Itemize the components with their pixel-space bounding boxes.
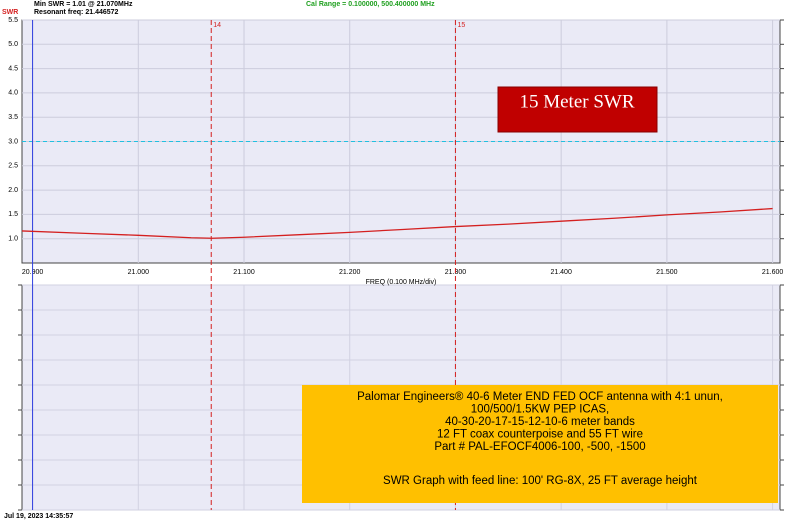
y-tick-label: 3.0 [8,138,18,145]
x-tick-label: 21.000 [128,269,150,276]
x-tick-label: 21.600 [762,269,784,276]
header-cal: Cal Range = 0.100000, 500.400000 MHz [306,1,435,8]
swr-line [21,207,773,239]
marker-label: 14 [213,22,221,29]
y-tick-label: 4.5 [8,65,18,72]
title-box [497,86,658,133]
y-tick-label: 4.0 [8,90,18,97]
info-line: Part # PAL-EFOCF4006-100, -500, -1500 [434,441,645,453]
y-tick-label: 1.5 [8,211,18,218]
header-resonant: Resonant freq: 21.446572 [34,9,119,16]
y-tick-label: 2.0 [8,187,18,194]
info-line: Palomar Engineers® 40-6 Meter END FED OC… [357,391,723,403]
x-tick-label: 21.500 [656,269,678,276]
chart-title: 15 Meter SWR [519,91,634,112]
timestamp: Jul 19, 2023 14:35:57 [4,513,73,520]
x-tick-label: 21.200 [339,269,361,276]
info-line: 100/500/1.5KW PEP ICAS, [471,404,610,416]
x-axis-label: FREQ (0.100 MHz/div) [366,279,437,286]
y-tick-label: 2.5 [8,163,18,170]
y-tick-label: 3.5 [8,114,18,121]
info-box [302,385,778,503]
marker-label: 15 [457,22,465,29]
x-tick-label: 21.400 [550,269,572,276]
header-min-swr: Min SWR = 1.01 @ 21.070MHz [34,1,133,8]
y-tick-label: 5.5 [8,17,18,24]
y-tick-label: 1.0 [8,236,18,243]
x-tick-label: 21.100 [233,269,255,276]
y-axis-label: SWR [2,9,18,16]
info-line: 12 FT coax counterpoise and 55 FT wire [437,429,643,441]
info-note: SWR Graph with feed line: 100' RG-8X, 25… [383,475,698,487]
info-line: 40-30-20-17-15-12-10-6 meter bands [445,416,635,428]
y-tick-label: 5.0 [8,41,18,48]
